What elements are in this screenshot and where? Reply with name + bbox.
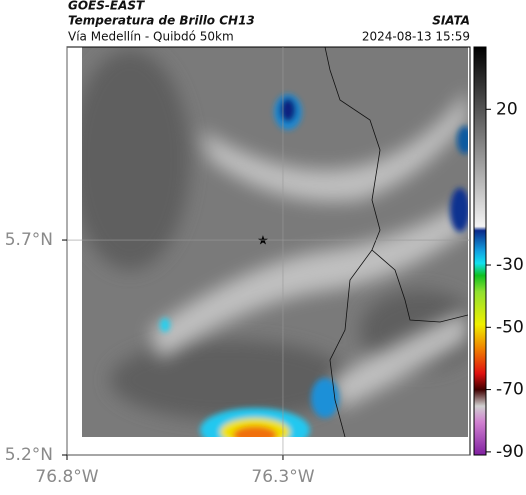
satellite-image bbox=[82, 47, 468, 437]
source: GOES-EAST bbox=[68, 0, 145, 13]
x-tick-label: 76.8°W bbox=[35, 467, 98, 487]
title: Temperatura de Brillo CH13 bbox=[68, 14, 255, 28]
agency: SIATA bbox=[432, 14, 470, 28]
location-marker: ★ bbox=[257, 234, 269, 249]
y-tick-label: 5.7°N bbox=[5, 230, 53, 250]
colorbar bbox=[473, 46, 487, 456]
x-tick-label: 76.3°W bbox=[251, 467, 314, 487]
y-tick-label: 5.2°N bbox=[5, 445, 53, 465]
colorbar-tick-label: 20 bbox=[496, 99, 518, 119]
colorbar-tick-label: -90 bbox=[496, 442, 524, 462]
colorbar-tick-label: -30 bbox=[496, 255, 524, 275]
subtitle: Vía Medellín - Quibdó 50km bbox=[68, 30, 234, 44]
colorbar-tick-label: -70 bbox=[496, 380, 524, 400]
datetime: 2024-08-13 15:59 bbox=[362, 30, 470, 44]
colorbar-tick-label: -50 bbox=[496, 317, 524, 337]
